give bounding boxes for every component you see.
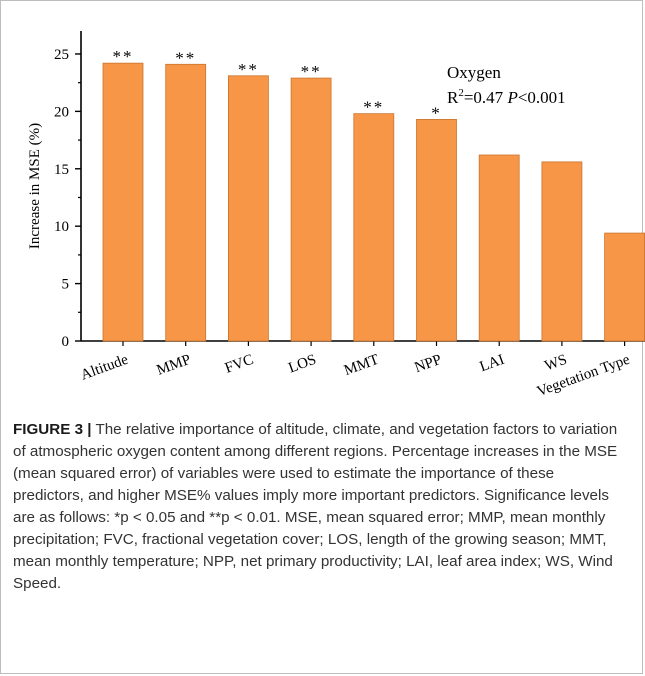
bar-altitude [102, 62, 144, 342]
annotation-stats: R2=0.47 P<0.001 [447, 87, 566, 107]
significance-mark: ** [238, 60, 259, 79]
bar-vegetation-type [604, 232, 645, 342]
bar-los [290, 77, 332, 342]
r-label: R [447, 88, 459, 107]
bar-fvc [227, 75, 269, 342]
x-tick-label: Altitude [79, 352, 131, 384]
y-tick-label: 10 [54, 219, 69, 235]
x-tick-label: MMP [155, 352, 193, 379]
p-label: P [506, 88, 517, 107]
y-tick-label: 15 [54, 162, 69, 178]
x-tick-label: WS [543, 352, 570, 375]
r-value: =0.47 [464, 88, 508, 107]
y-tick-label: 25 [54, 47, 69, 63]
y-tick-label: 0 [62, 334, 70, 350]
x-tick-label: LAI [478, 352, 507, 376]
significance-mark: ** [363, 98, 384, 117]
bar-mmp [165, 63, 207, 342]
figure-caption: FIGURE 3 | The relative importance of al… [13, 419, 629, 595]
annotation-title: Oxygen [447, 63, 501, 82]
significance-mark: ** [113, 47, 134, 66]
bar-lai [478, 154, 520, 342]
significance-mark: ** [301, 62, 322, 81]
bar-chart: 0510152025Altitude**MMP**FVC**LOS**MMT**… [27, 31, 645, 400]
p-value: <0.001 [518, 88, 566, 107]
bar-mmt [353, 113, 395, 342]
significance-mark: ** [175, 48, 196, 67]
x-tick-label: NPP [413, 352, 444, 376]
y-tick-label: 5 [62, 277, 70, 293]
r-exponent: 2 [458, 87, 464, 99]
x-tick-label: MMT [342, 352, 381, 379]
chart-bars [102, 62, 645, 342]
x-tick-label: FVC [223, 352, 256, 377]
bar-npp [416, 119, 457, 342]
bar-ws [541, 161, 583, 342]
caption-label: FIGURE 3 | [13, 421, 92, 438]
x-tick-label: LOS [286, 352, 318, 377]
y-axis-label: Increase in MSE (%) [27, 123, 43, 249]
caption-text: The relative importance of altitude, cli… [13, 421, 618, 592]
significance-mark: * [431, 103, 442, 122]
y-tick-label: 20 [54, 104, 69, 120]
